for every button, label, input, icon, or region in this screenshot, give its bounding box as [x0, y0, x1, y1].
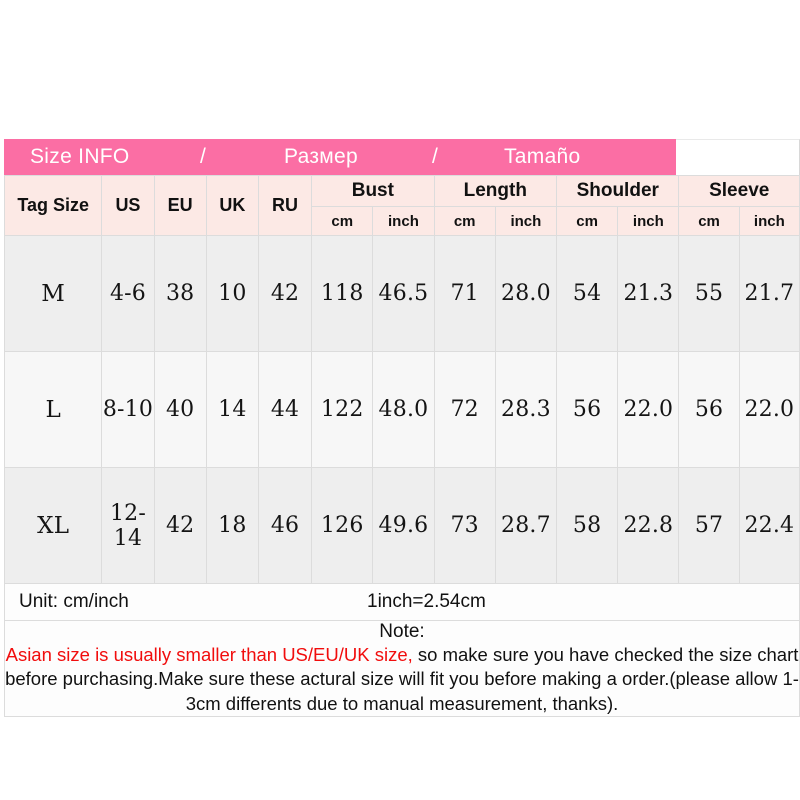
- cell-tag-size: L: [3, 351, 103, 468]
- cell-length-inch: 28.3: [494, 351, 558, 468]
- cell-bust-cm: 118: [311, 235, 374, 352]
- header-length: Length: [433, 175, 558, 207]
- header-length-inch: inch: [494, 206, 558, 236]
- header-bust: Bust: [311, 175, 435, 207]
- header-shoulder-cm: cm: [556, 206, 619, 236]
- cell-sleeve-inch: 22.4: [738, 467, 800, 584]
- cell-tag-size: M: [3, 235, 103, 352]
- cell-eu: 38: [153, 235, 207, 352]
- header-bust-inch: inch: [372, 206, 435, 236]
- cell-sleeve-inch: 21.7: [738, 235, 800, 352]
- cell-bust-cm: 126: [311, 467, 374, 584]
- table-row: L 8-10 40 14 44 122 48.0 72 28.3 56 22.0…: [3, 351, 800, 468]
- unit-row: Unit: cm/inch 1inch=2.54cm: [4, 583, 800, 621]
- size-table: Tag Size US EU UK RU Bust Length Shoulde…: [3, 175, 800, 718]
- table-header-sub-row: cm inch cm inch cm inch cm inch: [5, 206, 800, 236]
- header-eu: EU: [153, 175, 207, 236]
- cell-length-inch: 28.0: [494, 235, 558, 352]
- cell-uk: 14: [205, 351, 259, 468]
- unit-label: Unit: cm/inch: [19, 591, 129, 612]
- cell-length-inch: 28.7: [494, 467, 558, 584]
- note-warning-text: Asian size is usually smaller than US/EU…: [5, 644, 413, 666]
- unit-conversion: 1inch=2.54cm: [367, 591, 486, 612]
- size-chart: Size INFO / Размер / Tamaño Tag Size: [3, 139, 800, 718]
- header-length-cm: cm: [433, 206, 496, 236]
- cell-ru: 44: [257, 351, 313, 468]
- cell-sleeve-cm: 55: [678, 235, 740, 352]
- cell-sleeve-cm: 57: [678, 467, 740, 584]
- cell-uk: 10: [205, 235, 259, 352]
- header-bust-cm: cm: [311, 206, 374, 236]
- cell-length-cm: 71: [433, 235, 496, 352]
- banner-razmer: Размер: [284, 145, 358, 168]
- banner-row: Size INFO / Размер / Tamaño: [4, 139, 800, 175]
- note-body: Asian size is usually smaller than US/EU…: [5, 643, 799, 716]
- header-sleeve-inch: inch: [738, 206, 800, 236]
- note-cell: Note: Asian size is usually smaller than…: [4, 619, 800, 718]
- unit-cell: Unit: cm/inch 1inch=2.54cm: [4, 583, 800, 621]
- table-header-group-row: Tag Size US EU UK RU Bust Length Shoulde…: [3, 175, 800, 236]
- cell-shoulder-inch: 21.3: [617, 235, 680, 352]
- cell-shoulder-cm: 56: [556, 351, 619, 468]
- note-detail-text: so make sure you have checked the size c…: [5, 644, 799, 714]
- cell-shoulder-inch: 22.8: [617, 467, 680, 584]
- note-label: Note:: [379, 621, 425, 642]
- header-shoulder: Shoulder: [556, 175, 680, 207]
- banner-tamano: Tamaño: [504, 145, 581, 168]
- cell-ru: 46: [257, 467, 313, 584]
- cell-bust-inch: 48.0: [372, 351, 435, 468]
- cell-bust-inch: 46.5: [372, 235, 435, 352]
- cell-bust-inch: 49.6: [372, 467, 435, 584]
- cell-us: 12-14: [101, 467, 155, 584]
- cell-uk: 18: [205, 467, 259, 584]
- header-sleeve-cm: cm: [678, 206, 740, 236]
- header-ru: RU: [257, 175, 313, 236]
- table-row: M 4-6 38 10 42 118 46.5 71 28.0 54 21.3 …: [3, 235, 800, 352]
- header-shoulder-inch: inch: [617, 206, 680, 236]
- cell-shoulder-inch: 22.0: [617, 351, 680, 468]
- cell-us: 8-10: [101, 351, 155, 468]
- size-info-banner: Size INFO / Размер / Tamaño: [4, 139, 676, 175]
- cell-sleeve-cm: 56: [678, 351, 740, 468]
- cell-eu: 42: [153, 467, 207, 584]
- banner-spacer: [676, 139, 800, 175]
- header-uk: UK: [205, 175, 259, 236]
- header-sleeve: Sleeve: [678, 175, 800, 207]
- header-us: US: [101, 175, 155, 236]
- table-row: XL 12-14 42 18 46 126 49.6 73 28.7 58 22…: [3, 467, 800, 584]
- banner-separator-2: /: [432, 145, 439, 168]
- cell-length-cm: 72: [433, 351, 496, 468]
- cell-ru: 42: [257, 235, 313, 352]
- header-tag-size: Tag Size: [3, 175, 103, 236]
- cell-bust-cm: 122: [311, 351, 374, 468]
- banner-size-info: Size INFO: [30, 145, 130, 168]
- cell-sleeve-inch: 22.0: [738, 351, 800, 468]
- cell-eu: 40: [153, 351, 207, 468]
- cell-shoulder-cm: 54: [556, 235, 619, 352]
- cell-length-cm: 73: [433, 467, 496, 584]
- note-row: Note: Asian size is usually smaller than…: [4, 619, 800, 718]
- cell-us: 4-6: [101, 235, 155, 352]
- banner-separator-1: /: [200, 145, 207, 168]
- cell-shoulder-cm: 58: [556, 467, 619, 584]
- cell-tag-size: XL: [3, 467, 103, 584]
